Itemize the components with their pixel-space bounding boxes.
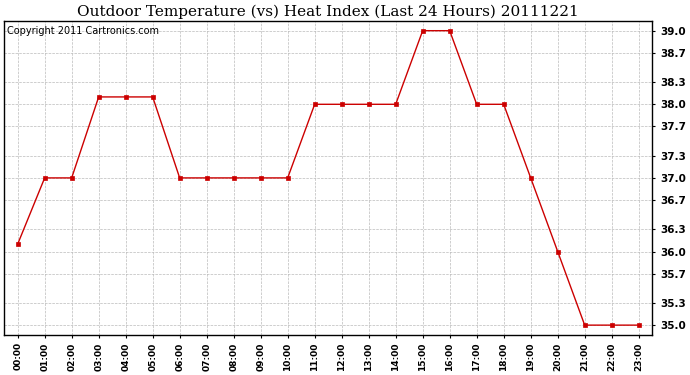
- Text: Copyright 2011 Cartronics.com: Copyright 2011 Cartronics.com: [8, 26, 159, 36]
- Title: Outdoor Temperature (vs) Heat Index (Last 24 Hours) 20111221: Outdoor Temperature (vs) Heat Index (Las…: [77, 4, 579, 18]
